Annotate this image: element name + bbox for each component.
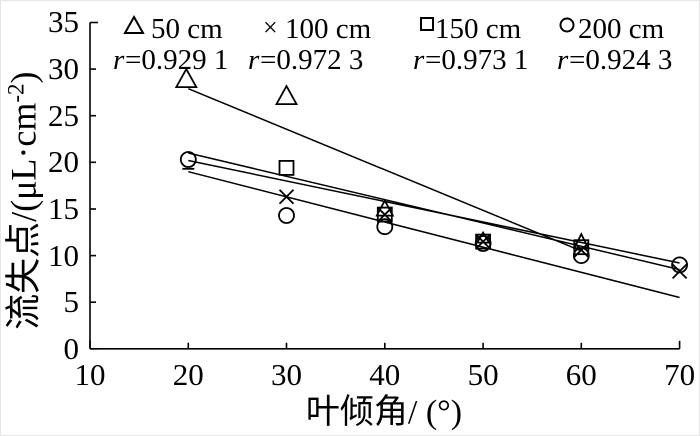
svg-text:=0.973 1: =0.973 1 (425, 44, 528, 76)
svg-text:=0.929 1: =0.929 1 (125, 44, 228, 76)
svg-text:50: 50 (468, 357, 499, 392)
svg-text:25: 25 (48, 98, 79, 133)
svg-text:r: r (557, 44, 569, 76)
svg-text:10: 10 (48, 238, 79, 273)
svg-text:5: 5 (64, 284, 80, 319)
svg-text:10: 10 (75, 357, 106, 392)
svg-text:=0.972 3: =0.972 3 (260, 44, 363, 76)
svg-text:60: 60 (566, 357, 597, 392)
svg-text:r: r (113, 44, 125, 76)
svg-text:20: 20 (48, 144, 79, 179)
svg-text:200 cm: 200 cm (578, 13, 665, 45)
svg-text:30: 30 (48, 51, 79, 86)
svg-text:30: 30 (271, 357, 302, 392)
svg-text:15: 15 (48, 191, 79, 226)
svg-text:=0.924 3: =0.924 3 (569, 44, 672, 76)
svg-text:70: 70 (664, 357, 695, 392)
svg-text:r: r (413, 44, 425, 76)
svg-text:40: 40 (369, 357, 400, 392)
svg-text:流失点/(μL·cm-2): 流失点/(μL·cm-2) (3, 71, 44, 329)
svg-text:r: r (248, 44, 260, 76)
svg-text:100 cm: 100 cm (285, 13, 372, 45)
svg-text:×: × (263, 13, 278, 42)
svg-text:20: 20 (173, 357, 204, 392)
svg-text:叶倾角/ (°): 叶倾角/ (°) (306, 393, 462, 431)
svg-text:35: 35 (48, 4, 79, 39)
svg-text:150 cm: 150 cm (435, 13, 522, 45)
svg-text:50 cm: 50 cm (151, 13, 223, 45)
